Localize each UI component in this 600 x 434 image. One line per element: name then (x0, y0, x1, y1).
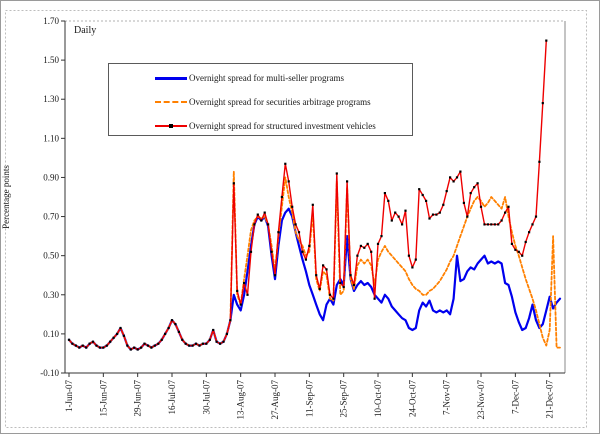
legend-item-structured-investment: Overnight spread for structured investme… (109, 114, 412, 138)
legend-line-multi-seller-icon (155, 76, 187, 80)
svg-text:21-Dec-07: 21-Dec-07 (545, 380, 555, 419)
legend-marker-dot-icon (169, 124, 173, 128)
legend-line-structured-investment-icon (155, 124, 187, 128)
svg-text:15-Jun-07: 15-Jun-07 (98, 380, 108, 417)
svg-text:7-Nov-07: 7-Nov-07 (442, 380, 452, 415)
svg-text:0.70: 0.70 (43, 212, 59, 222)
legend: Overnight spread for multi-seller progra… (108, 63, 413, 136)
svg-text:1.10: 1.10 (43, 133, 59, 143)
legend-label-securities-arbitrage: Overnight spread for securities arbitrag… (189, 97, 371, 107)
svg-text:-0.10: -0.10 (40, 368, 59, 378)
svg-text:13-Aug-07: 13-Aug-07 (236, 380, 246, 420)
frequency-label: Daily (74, 25, 97, 36)
svg-text:1.30: 1.30 (43, 94, 59, 104)
svg-text:1.50: 1.50 (43, 55, 59, 65)
legend-line-securities-arbitrage-icon (155, 101, 187, 103)
svg-text:29-Jun-07: 29-Jun-07 (133, 380, 143, 417)
svg-text:27-Aug-07: 27-Aug-07 (270, 380, 280, 420)
svg-text:0.10: 0.10 (43, 329, 59, 339)
svg-text:11-Sep-07: 11-Sep-07 (304, 380, 314, 418)
svg-text:0.50: 0.50 (43, 251, 59, 261)
legend-label-multi-seller: Overnight spread for multi-seller progra… (189, 73, 344, 83)
legend-label-structured-investment: Overnight spread for structured investme… (189, 121, 376, 131)
svg-text:7-Dec-07: 7-Dec-07 (510, 380, 520, 414)
svg-text:1-Jun-07: 1-Jun-07 (64, 380, 74, 412)
svg-text:30-Jul-07: 30-Jul-07 (201, 380, 211, 415)
legend-item-multi-seller: Overnight spread for multi-seller progra… (109, 66, 412, 90)
svg-text:10-Oct-07: 10-Oct-07 (373, 380, 383, 417)
svg-text:25-Sep-07: 25-Sep-07 (339, 380, 349, 418)
svg-text:23-Nov-07: 23-Nov-07 (476, 380, 486, 420)
legend-item-securities-arbitrage: Overnight spread for securities arbitrag… (109, 90, 412, 114)
svg-text:0.30: 0.30 (43, 290, 59, 300)
svg-text:24-Oct-07: 24-Oct-07 (407, 380, 417, 417)
svg-text:1.70: 1.70 (43, 16, 59, 26)
svg-text:16-Jul-07: 16-Jul-07 (167, 380, 177, 415)
y-axis-title: Percentage points (1, 165, 11, 229)
svg-text:0.90: 0.90 (43, 172, 59, 182)
